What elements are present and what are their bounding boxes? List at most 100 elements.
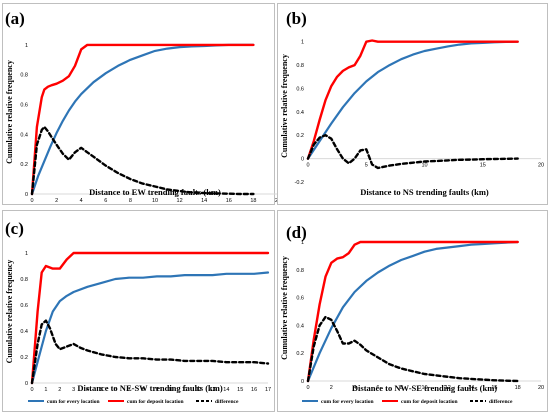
y-tick-label: 0.2 [296,351,304,357]
x-tick-label: 10 [168,387,174,393]
x-tick-label: 16 [226,198,232,204]
x-axis-title: Distance to NS trending faults (km) [360,187,489,197]
x-tick-label: 5 [365,163,368,169]
panel-label: (d) [286,223,307,242]
x-tick-label: 4 [86,387,89,393]
y-tick-label: 0 [301,157,304,163]
y-tick-label: 0.2 [20,162,28,168]
x-tick-label: 3 [72,387,75,393]
x-tick-label: 10 [421,163,427,169]
x-tick-label: 12 [445,385,451,391]
panel-label: (a) [5,9,25,28]
y-tick-label: 0 [301,379,304,385]
legend-label-difference: difference [489,399,513,405]
y-tick-label: 1 [301,40,304,46]
panel-c: 00.20.40.60.810 1 2 3 4 5 6 7 8 9 10 11 12 13 14 15 16 17… [2,210,275,412]
x-tick-label: 4 [80,198,83,204]
x-tick-label: 20 [538,385,544,391]
y-axis-title: Cumulative relative frequency [5,60,14,164]
x-tick-label: 5 [100,387,103,393]
x-axis-title: Distance to EW trending faults (km) [89,187,221,197]
x-tick-label: 2 [330,385,333,391]
x-tick-label: 7 [128,387,131,393]
x-tick-label: 14 [201,198,207,204]
y-axis-title: Cumulative relative frequency [280,256,289,360]
legend-label-difference: difference [215,399,239,405]
y-tick-label: 0.8 [296,268,304,274]
x-tick-label: 12 [177,198,183,204]
x-tick-label: 15 [480,163,486,169]
x-tick-label: 17 [265,387,271,393]
panel-label: (c) [5,219,24,238]
x-tick-label: 6 [376,385,379,391]
legend-label-deposit: cum for deposit location [401,399,458,405]
series-line-difference [30,125,255,196]
y-tick-label: 1 [25,43,28,49]
x-tick-label: 12 [196,387,202,393]
y-tick-label: 1 [301,240,304,246]
y-tick-label: 0.2 [296,133,304,139]
x-tick-label: 10 [152,198,158,204]
x-tick-label: 14 [468,385,474,391]
x-tick-label: 11 [182,387,188,393]
y-tick-label: -0.2 [295,180,304,186]
y-tick-label: 0.8 [296,63,304,69]
y-axis-title: Cumulative relative frequency [5,260,14,364]
panel-border [2,3,275,205]
series-line-deposit [306,240,519,383]
y-tick-label: 0 [25,381,28,387]
series-line-every [30,271,270,385]
y-tick-label: 0.2 [20,355,28,361]
x-tick-label: 1 [44,387,47,393]
y-tick-label: 0 [25,192,28,198]
x-tick-label: 16 [491,385,497,391]
x-tick-label: 0 [306,385,309,391]
y-tick-label: 0.6 [20,103,28,109]
y-tick-label: 0.8 [20,277,28,283]
series-line-deposit [30,43,255,196]
series-line-difference [30,319,270,385]
panel-d: 00.20.40.60.810 2 4 6 8 10 12 14 16 18 20Distance … [277,210,548,412]
y-axis-title: Cumulative relative frequency [280,54,289,158]
series-line-difference [306,133,519,170]
x-tick-label: 10 [421,385,427,391]
x-tick-label: 14 [223,387,229,393]
series-line-every [306,240,519,383]
x-tick-label: 6 [114,387,117,393]
x-tick-label: 0 [30,387,33,393]
x-tick-label: 2 [58,387,61,393]
x-tick-label: 6 [104,198,107,204]
x-tick-label: 8 [142,387,145,393]
panel-a: 00.20.40.60.8102468101214161820Distance … [2,3,281,205]
y-tick-label: 0.4 [20,132,28,138]
series-line-deposit [306,39,519,160]
x-tick-label: 20 [538,163,544,169]
panel-border [2,210,275,412]
x-tick-label: 15 [237,387,243,393]
series-line-deposit [30,251,270,385]
y-tick-label: 0.4 [296,323,304,329]
series-line-difference [306,315,519,383]
panel-border [277,210,548,412]
x-tick-label: 0 [30,198,33,204]
legend-label-every: cum for every location [47,399,100,405]
y-tick-label: 0.4 [296,110,304,116]
y-tick-label: 0.6 [20,303,28,309]
x-tick-label: 4 [353,385,356,391]
x-tick-label: 13 [209,387,215,393]
x-axis-title: Distance to NW-SE trending faults (km) [352,383,497,393]
x-tick-label: 16 [251,387,257,393]
x-tick-label: 2 [55,198,58,204]
x-tick-label: 18 [250,198,256,204]
x-tick-label: 9 [155,387,158,393]
x-tick-label: 18 [515,385,521,391]
y-tick-label: 1 [25,251,28,257]
y-tick-label: 0.8 [20,73,28,79]
y-tick-label: 0.6 [296,86,304,92]
x-axis-title: Distance to NE-SW trending faults (km) [77,383,223,393]
legend-label-deposit: cum for deposit location [127,399,184,405]
y-tick-label: 0.6 [296,296,304,302]
x-tick-label: 0 [306,163,309,169]
